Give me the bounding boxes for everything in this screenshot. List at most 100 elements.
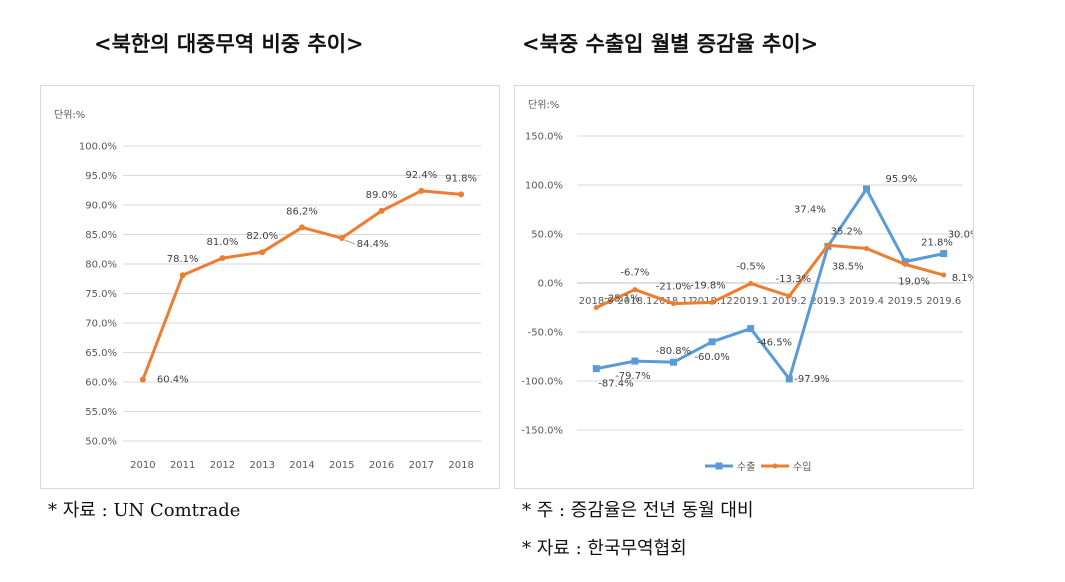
data-label: -25.1% [604, 294, 639, 305]
data-label: 81.0% [207, 237, 239, 248]
legend-label-import: 수입 [793, 460, 811, 473]
data-point [902, 261, 908, 267]
x-tick-label: 2019.1 [733, 296, 768, 307]
y-tick-label: 55.0% [85, 407, 117, 418]
x-tick-label: 2013 [249, 460, 274, 471]
data-label: -0.5% [736, 261, 765, 272]
data-point [418, 187, 425, 194]
data-point [825, 242, 831, 248]
data-point [671, 301, 676, 307]
data-point [864, 246, 869, 252]
data-point [179, 272, 186, 279]
right-footnote: * 주 : 증감율은 전년 동월 대비 [522, 500, 754, 521]
y-tick-label: 60.0% [85, 378, 117, 389]
data-point [708, 338, 716, 346]
data-label: -6.7% [620, 268, 649, 279]
x-tick-label: 2019.4 [849, 296, 884, 307]
x-tick-label: 2019.6 [926, 296, 961, 307]
data-point [786, 293, 792, 299]
data-label: -97.9% [794, 374, 829, 385]
x-tick-label: 2016 [369, 460, 394, 471]
left-chart-title: <북한의 대중무역 비중 추이> [94, 31, 364, 56]
data-label: 86.2% [286, 206, 318, 217]
y-tick-label: 100.0% [79, 142, 117, 153]
right-source-note: * 자료 : 한국무역협회 [522, 538, 687, 559]
data-point [940, 250, 948, 258]
label-leader-line [344, 239, 355, 245]
data-point [219, 255, 226, 262]
data-point [748, 280, 754, 286]
x-tick-label: 2019.3 [810, 296, 845, 307]
data-point [709, 299, 715, 305]
data-label: 60.4% [157, 375, 189, 386]
data-label: -19.8% [690, 280, 725, 291]
data-point [670, 358, 677, 366]
y-tick-label: 75.0% [85, 289, 117, 300]
legend-label-export: 수출 [737, 461, 755, 473]
x-tick-label: 2019.2 [772, 296, 807, 307]
x-tick-label: 2014 [289, 460, 314, 471]
x-tick-label: 2019.5 [888, 296, 923, 307]
data-point [139, 376, 146, 383]
y-tick-label: 95.0% [85, 171, 117, 182]
data-point [901, 258, 909, 266]
data-label: -21.0% [656, 282, 691, 293]
y-tick-label: 90.0% [85, 201, 117, 212]
data-label: 91.8% [445, 173, 477, 184]
data-label: 21.8% [921, 238, 953, 249]
y-tick-label: 65.0% [85, 348, 117, 359]
legend-marker-import [772, 463, 778, 469]
data-label: 8.1% [952, 273, 973, 284]
data-label: 92.4% [405, 170, 437, 181]
y-tick-label: 50.0% [85, 437, 117, 448]
y-tick-label: 0.0% [538, 279, 563, 290]
data-point [863, 185, 870, 193]
data-label: -80.8% [656, 346, 691, 357]
series-line [141, 189, 463, 382]
data-label: 38.5% [832, 261, 864, 272]
series-line-수출 [596, 187, 945, 381]
data-point [338, 235, 345, 242]
right-chart-title: <북중 수출입 월별 증감율 추이> [522, 31, 819, 56]
data-label: 84.4% [357, 239, 389, 250]
y-tick-label: 100.0% [525, 181, 563, 192]
data-point [593, 305, 599, 311]
data-point [259, 249, 266, 256]
y-tick-label: 85.0% [85, 230, 117, 241]
data-label: 89.0% [366, 190, 398, 201]
data-label: 35.2% [831, 227, 863, 238]
y-tick-label: 70.0% [85, 319, 117, 330]
data-label: -60.0% [694, 352, 729, 363]
data-point [631, 357, 639, 365]
trade-share-chart-svg: 단위:% 50.0% 55.0% 60.0% 65.0% 70.0% 75.0% 80.0% 8… [54, 108, 481, 471]
data-point [941, 272, 947, 278]
data-label: -13.3% [776, 274, 811, 285]
left-source-note: * 자료 : UN Comtrade [48, 500, 241, 521]
x-tick-label: 2010 [130, 460, 155, 471]
unit-label: 단위:% [54, 108, 85, 121]
y-tick-label: -150.0% [521, 426, 563, 437]
x-tick-label: 2018.9 [579, 296, 614, 307]
data-point [378, 207, 385, 214]
data-point [747, 325, 755, 333]
x-tick-label: 2018.1 [617, 296, 652, 307]
y-tick-label: 150.0% [525, 132, 563, 143]
data-label: -87.4% [598, 379, 633, 390]
data-label: 30.0% [948, 230, 973, 241]
y-tick-label: -50.0% [528, 328, 563, 339]
data-point [592, 365, 600, 373]
y-tick-label: 80.0% [85, 260, 117, 271]
data-label: 37.4% [794, 204, 826, 215]
x-tick-label: 2012 [210, 460, 235, 471]
data-point [458, 191, 465, 198]
data-label: 78.1% [167, 254, 199, 265]
data-point [299, 224, 305, 231]
data-label: -79.7% [615, 371, 650, 382]
x-tick-label: 2017 [409, 460, 434, 471]
data-point [632, 287, 638, 293]
series-line-수입 [595, 243, 945, 309]
data-label: 95.9% [886, 174, 918, 185]
x-tick-label: 2018 [448, 460, 473, 471]
unit-label: 단위:% [528, 98, 559, 111]
x-tick-label: 2015 [329, 460, 354, 471]
